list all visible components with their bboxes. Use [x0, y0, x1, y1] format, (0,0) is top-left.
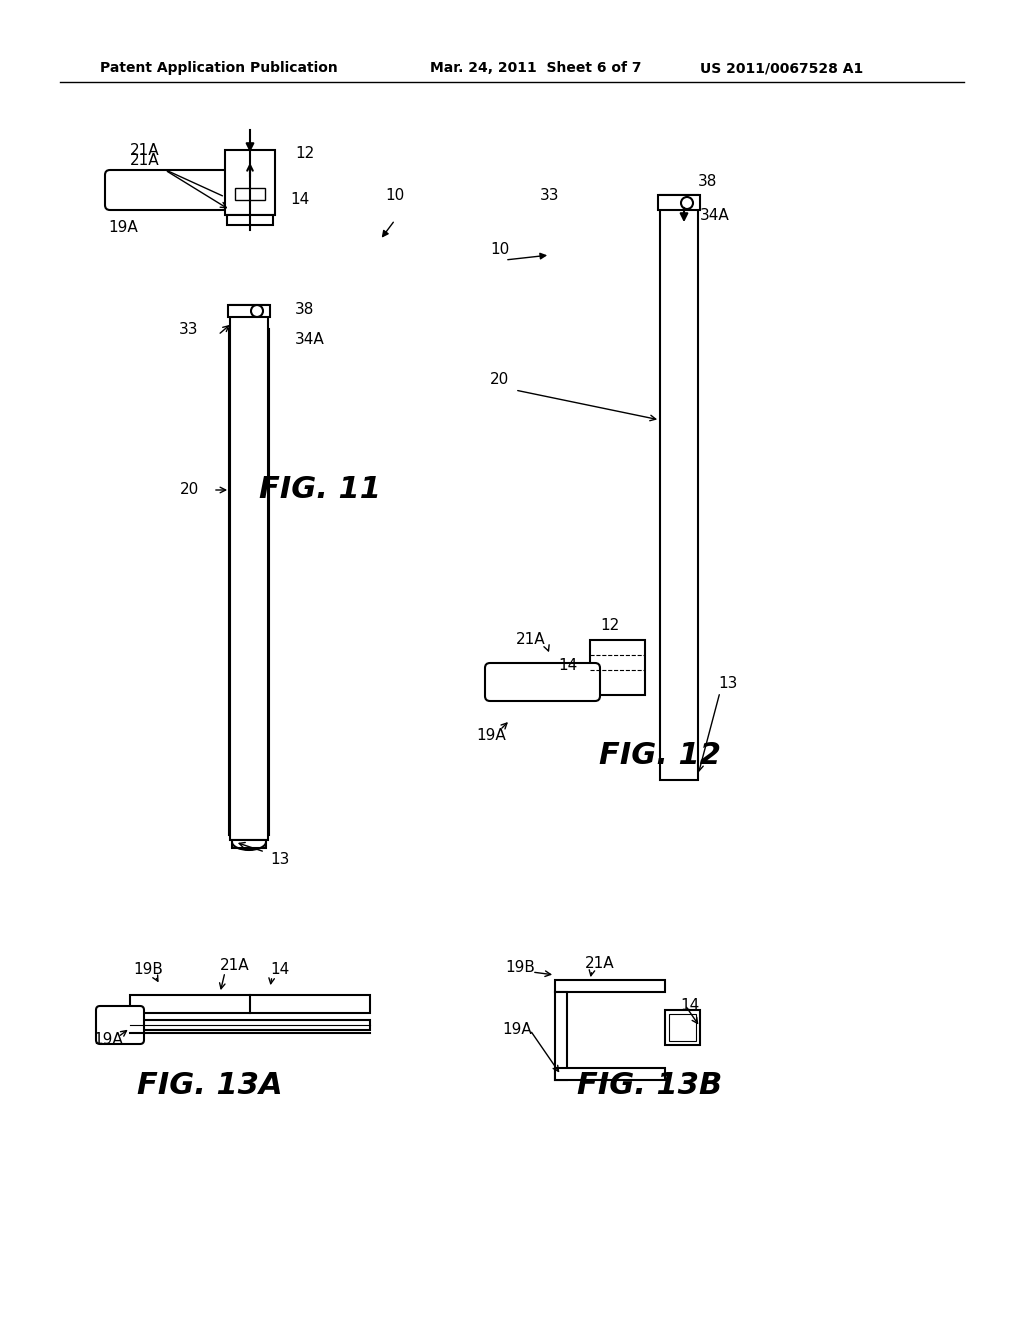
Bar: [130, 1020, 370, 1030]
Text: 34A: 34A: [700, 207, 730, 223]
Bar: [230, 305, 268, 840]
Text: 20: 20: [180, 483, 200, 498]
Text: 21A: 21A: [585, 956, 614, 970]
Bar: [555, 1068, 665, 1080]
Bar: [658, 195, 700, 210]
Bar: [232, 840, 266, 847]
Text: FIG. 11: FIG. 11: [259, 475, 381, 504]
Text: Mar. 24, 2011  Sheet 6 of 7: Mar. 24, 2011 Sheet 6 of 7: [430, 61, 641, 75]
Bar: [555, 993, 567, 1080]
Text: FIG. 13B: FIG. 13B: [578, 1071, 723, 1100]
Bar: [669, 1014, 696, 1041]
Bar: [660, 195, 698, 780]
Bar: [227, 215, 273, 224]
Text: 13: 13: [718, 676, 737, 690]
Text: 19B: 19B: [133, 962, 163, 978]
Text: 21A: 21A: [130, 153, 222, 195]
Text: 19A: 19A: [93, 1032, 123, 1048]
Text: 33: 33: [540, 187, 559, 202]
Text: 14: 14: [290, 193, 309, 207]
Text: 19B: 19B: [505, 960, 535, 974]
Text: 14: 14: [680, 998, 699, 1012]
Text: 12: 12: [295, 145, 314, 161]
Bar: [590, 640, 645, 696]
Text: 38: 38: [698, 174, 718, 190]
Text: 21A: 21A: [130, 143, 160, 158]
Text: 13: 13: [270, 853, 290, 867]
Bar: [555, 979, 665, 993]
Text: 10: 10: [490, 243, 509, 257]
Bar: [130, 995, 370, 1012]
Text: FIG. 13A: FIG. 13A: [137, 1071, 283, 1100]
Text: 14: 14: [270, 962, 290, 978]
FancyBboxPatch shape: [105, 170, 234, 210]
Bar: [234, 187, 265, 201]
Bar: [665, 1010, 700, 1045]
Text: 19A: 19A: [108, 220, 138, 235]
Text: 34A: 34A: [295, 333, 325, 347]
Text: 20: 20: [490, 372, 509, 388]
Bar: [228, 305, 270, 317]
FancyBboxPatch shape: [96, 1006, 144, 1044]
Text: 38: 38: [295, 302, 314, 318]
Text: 21A: 21A: [516, 632, 546, 648]
Text: 14: 14: [558, 659, 578, 673]
Text: 10: 10: [385, 187, 404, 202]
Text: US 2011/0067528 A1: US 2011/0067528 A1: [700, 61, 863, 75]
Text: 19A: 19A: [476, 727, 506, 742]
Text: 21A: 21A: [220, 957, 250, 973]
Text: FIG. 12: FIG. 12: [599, 741, 721, 770]
Bar: [225, 150, 275, 215]
Text: Patent Application Publication: Patent Application Publication: [100, 61, 338, 75]
Text: 33: 33: [178, 322, 198, 338]
Text: 19A: 19A: [502, 1023, 531, 1038]
FancyBboxPatch shape: [485, 663, 600, 701]
Text: 12: 12: [600, 618, 620, 632]
